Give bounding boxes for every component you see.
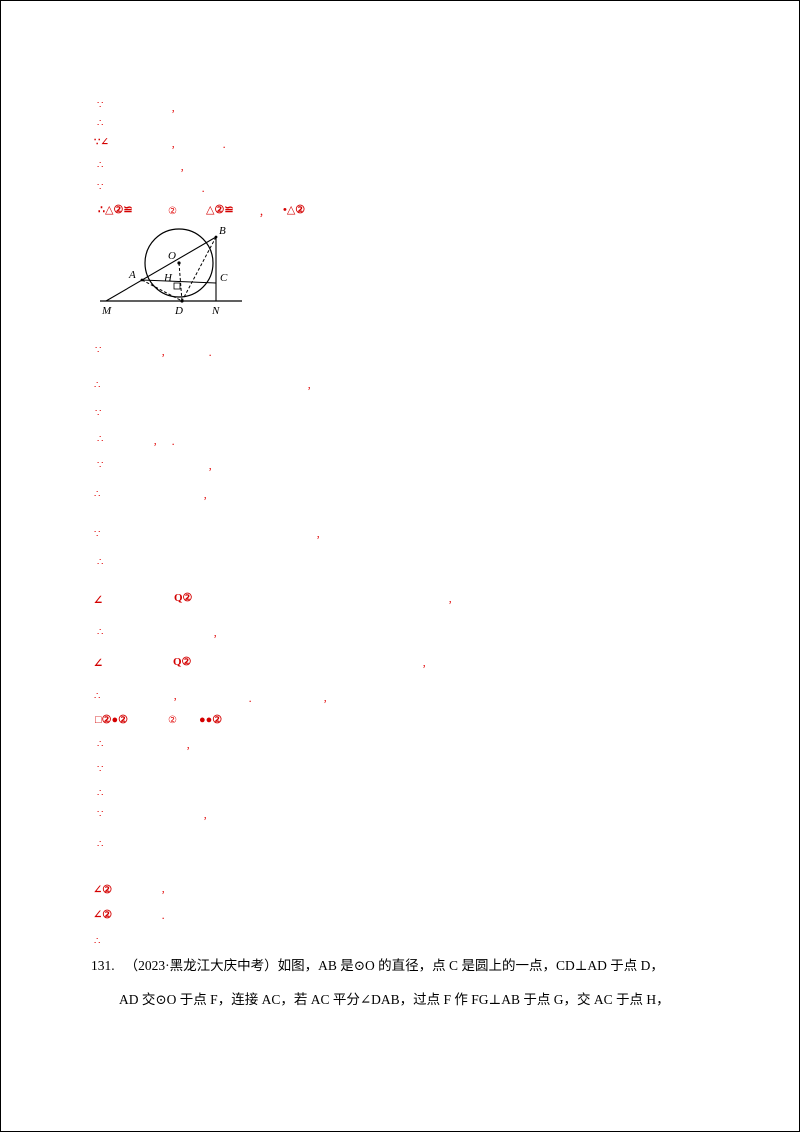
red-annotation: Q② [173, 656, 192, 668]
red-annotation: ， [316, 530, 326, 540]
red-annotation: ∴ [97, 160, 104, 171]
label-M: M [101, 305, 112, 317]
circle-diagram: O B A C H M D N [100, 225, 242, 317]
red-annotation: ∵ [97, 100, 104, 111]
red-annotation: ∵ [97, 809, 104, 820]
red-annotation: ∴ [97, 788, 104, 799]
red-annotation: ●●② [199, 714, 223, 726]
red-annotation: △②≌ [206, 204, 234, 216]
red-annotation: Q② [174, 592, 193, 604]
red-annotation: ． [171, 437, 181, 447]
red-annotation: ， [180, 163, 190, 173]
red-annotation: ． [222, 140, 232, 150]
red-annotation: ， [173, 692, 183, 702]
red-annotation: •△② [283, 204, 306, 216]
red-annotation: ， [186, 741, 196, 751]
geometry-figure: O B A C H M D N [96, 221, 246, 335]
label-A: A [128, 269, 136, 281]
problem-text-2: AD 交⊙O 于点 F，连接 AC，若 AC 平分∠DAB，过点 F 作 FG⊥… [119, 992, 670, 1007]
problem-number: 131. [91, 958, 115, 973]
red-annotation: ∵ [97, 764, 104, 775]
red-annotation: ∴ [97, 739, 104, 750]
red-annotation: ∵ [97, 460, 104, 471]
red-annotation: ， [161, 348, 171, 358]
red-annotation: ∠② [93, 884, 113, 896]
red-annotation: ∠ [93, 656, 104, 670]
label-N: N [211, 305, 220, 317]
problem-line-1: 131. （2023·黑龙江大庆中考）如图，AB 是⊙O 的直径，点 C 是圆上的… [91, 949, 731, 983]
red-annotation: ， [171, 104, 181, 114]
red-annotation: ， [323, 694, 333, 704]
problem-text-1: （2023·黑龙江大庆中考）如图，AB 是⊙O 的直径，点 C 是圆上的一点，C… [124, 958, 664, 973]
red-annotation: ， [171, 140, 181, 150]
red-annotation: ， [203, 811, 213, 821]
red-annotation: ∠② [93, 909, 113, 921]
red-annotation: ∵ [95, 345, 102, 356]
label-H: H [163, 272, 173, 284]
red-annotation: ． [161, 911, 171, 921]
label-D: D [174, 305, 183, 317]
red-annotation: ， [448, 595, 458, 605]
red-annotation: ， [161, 885, 171, 895]
red-annotation: ∴ [94, 380, 101, 391]
red-annotation: ∵ [94, 529, 101, 540]
red-annotation: ∴ [97, 557, 104, 568]
red-annotation: ， [208, 462, 218, 472]
red-annotation: ， [259, 208, 269, 219]
red-annotation: ， [153, 437, 163, 447]
red-annotation: ∵ [97, 182, 104, 193]
problem-statement: 131. （2023·黑龙江大庆中考）如图，AB 是⊙O 的直径，点 C 是圆上的… [91, 949, 731, 1017]
red-annotation: ∴ [97, 434, 104, 445]
red-annotation: ． [248, 694, 258, 704]
red-annotation: ． [208, 348, 218, 358]
red-annotation: □②●② [95, 714, 129, 726]
red-annotation: ∴ [97, 627, 104, 638]
red-annotation: ∠ [93, 593, 104, 607]
red-annotation: ， [213, 629, 223, 639]
red-annotation: ∵ [95, 408, 102, 419]
red-annotation: ∴ [94, 691, 101, 702]
label-C: C [220, 272, 228, 284]
red-annotation: ， [307, 381, 317, 391]
red-annotation: ∴ [97, 118, 104, 129]
red-annotation: ∴ [97, 839, 104, 850]
problem-line-2: AD 交⊙O 于点 F，连接 AC，若 AC 平分∠DAB，过点 F 作 FG⊥… [91, 983, 731, 1017]
label-B: B [219, 225, 226, 237]
red-annotation: ② [168, 715, 177, 726]
label-O: O [168, 250, 176, 262]
red-annotation: ∴ [94, 936, 101, 947]
red-annotation: ． [201, 184, 211, 194]
red-annotation: ∴△②≌ [98, 204, 133, 216]
red-annotation: ② [168, 206, 177, 217]
red-annotation: ∴ [94, 489, 101, 500]
red-annotation: ， [422, 659, 432, 669]
red-annotation: ， [203, 491, 213, 501]
red-annotation: ∵∠ [94, 137, 109, 148]
